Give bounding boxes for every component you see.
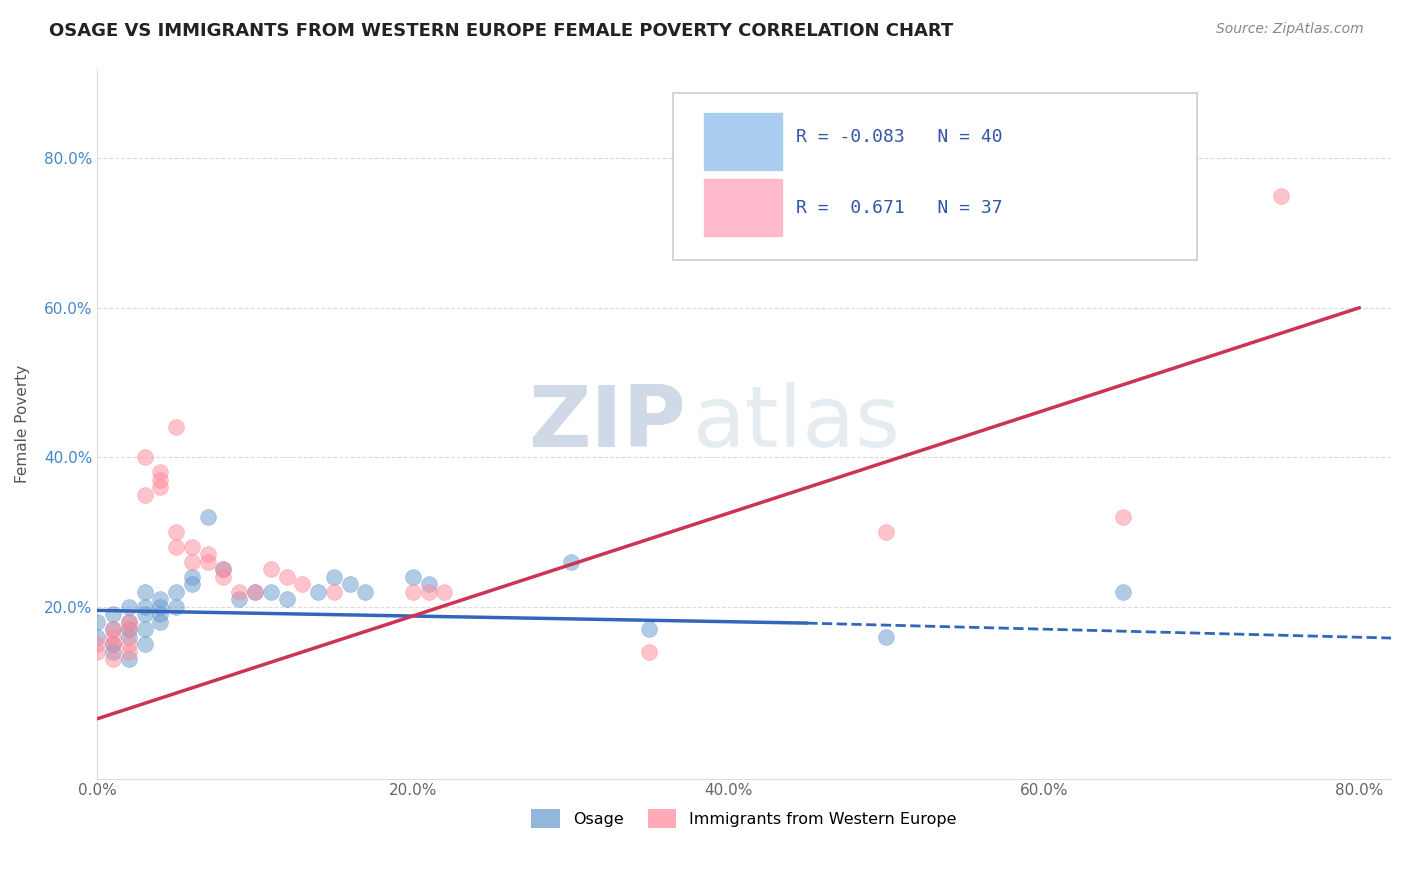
Point [101,630,124,644]
Point [402,570,425,584]
Point [165,524,187,539]
Point [354,584,377,599]
Point [165,584,187,599]
Point [212,562,235,576]
FancyBboxPatch shape [704,113,782,170]
Point [212,570,235,584]
Point [86,637,108,651]
Point [101,622,124,636]
Point [418,577,440,591]
Point [134,487,156,501]
Point [180,577,202,591]
Point [180,540,202,554]
Point [875,524,897,539]
Text: Source: ZipAtlas.com: Source: ZipAtlas.com [1216,22,1364,37]
Point [197,510,219,524]
Point [243,584,266,599]
Point [118,622,141,636]
Text: OSAGE VS IMMIGRANTS FROM WESTERN EUROPE FEMALE POVERTY CORRELATION CHART: OSAGE VS IMMIGRANTS FROM WESTERN EUROPE … [49,22,953,40]
Point [134,599,156,614]
Y-axis label: Female Poverty: Female Poverty [15,365,30,483]
Point [149,473,172,487]
Point [276,592,298,607]
Point [339,577,361,591]
Point [101,637,124,651]
Point [101,652,124,666]
Point [165,420,187,434]
Point [101,637,124,651]
Point [118,622,141,636]
Legend: Osage, Immigrants from Western Europe: Osage, Immigrants from Western Europe [524,802,963,835]
Point [149,615,172,629]
Point [291,577,314,591]
Point [86,630,108,644]
Point [134,607,156,621]
Point [197,547,219,561]
Point [180,570,202,584]
Point [433,584,456,599]
Point [118,615,141,629]
Point [875,630,897,644]
Point [307,584,329,599]
Text: atlas: atlas [692,382,900,465]
Point [86,615,108,629]
Point [402,584,425,599]
Point [118,615,141,629]
Point [418,584,440,599]
Point [149,465,172,479]
Point [86,644,108,658]
Point [118,652,141,666]
Text: ZIP: ZIP [529,382,686,465]
Point [212,562,235,576]
Point [149,480,172,494]
Point [260,562,283,576]
Point [149,592,172,607]
Point [560,555,582,569]
Point [228,592,250,607]
Point [638,622,661,636]
FancyBboxPatch shape [673,94,1197,260]
Point [243,584,266,599]
Point [1270,188,1292,202]
Point [165,540,187,554]
Point [197,555,219,569]
Point [180,555,202,569]
Point [101,644,124,658]
Point [228,584,250,599]
Point [118,599,141,614]
Point [1112,510,1135,524]
Point [149,599,172,614]
Text: R = -0.083   N = 40: R = -0.083 N = 40 [796,128,1002,145]
Point [322,584,344,599]
Point [118,630,141,644]
Point [276,570,298,584]
Point [118,637,141,651]
Point [1112,584,1135,599]
Point [260,584,283,599]
Point [134,637,156,651]
FancyBboxPatch shape [704,178,782,236]
Point [149,607,172,621]
Point [134,622,156,636]
Text: R =  0.671   N = 37: R = 0.671 N = 37 [796,199,1002,217]
Point [638,644,661,658]
Point [101,622,124,636]
Point [134,450,156,465]
Point [322,570,344,584]
Point [165,599,187,614]
Point [134,584,156,599]
Point [118,644,141,658]
Point [101,607,124,621]
